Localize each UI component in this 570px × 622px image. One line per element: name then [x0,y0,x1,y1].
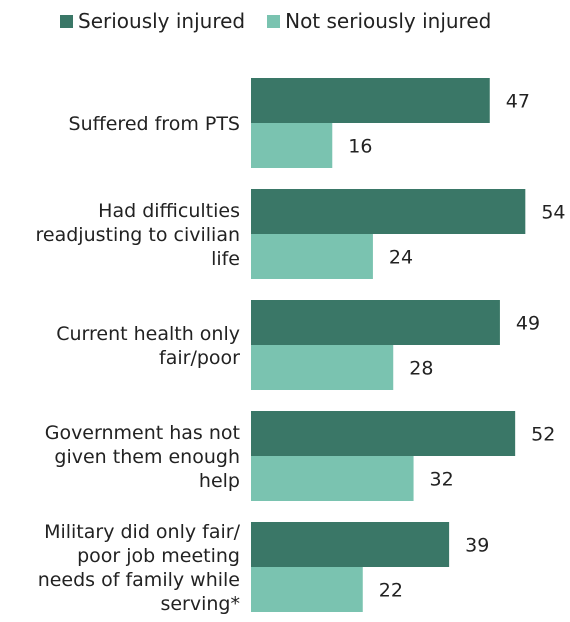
bar-not-seriously-injured-3 [251,456,414,501]
value-label-seriously-injured-4: 39 [465,535,489,557]
bar-seriously-injured-3 [251,411,516,456]
category-label-2: Current health only fair/poor [56,323,240,369]
bar-not-seriously-injured-0 [251,123,333,168]
value-label-not-seriously-injured-2: 28 [409,358,433,380]
value-label-seriously-injured-0: 47 [506,91,530,113]
category-label-0: Suffered from PTS [69,113,240,135]
value-label-seriously-injured-2: 49 [516,313,540,335]
category-label-1: Had difficulties readjusting to civilian l… [36,200,240,270]
value-label-not-seriously-injured-0: 16 [348,136,372,158]
legend-swatch-not-seriously-injured [267,14,281,28]
legend-item-seriously-injured: Seriously injured [60,9,245,33]
legend-label-not-seriously-injured: Not seriously injured [285,9,492,33]
legend-item-not-seriously-injured: Not seriously injured [267,9,491,33]
legend-swatch-seriously-injured [60,14,73,28]
value-label-seriously-injured-1: 54 [541,202,565,224]
value-label-not-seriously-injured-3: 32 [430,469,454,491]
value-label-seriously-injured-3: 52 [531,424,555,446]
bar-seriously-injured-2 [251,300,500,345]
category-label-3: Government has not given them enough help [45,422,240,492]
bar-not-seriously-injured-1 [251,234,373,279]
category-label-4: Military did only fair/poor job meeting n… [38,521,241,615]
value-label-not-seriously-injured-4: 22 [379,580,403,602]
bar-seriously-injured-0 [251,78,490,123]
bar-seriously-injured-4 [251,522,450,567]
bar-not-seriously-injured-4 [251,567,363,612]
value-label-not-seriously-injured-1: 24 [389,247,413,269]
bar-not-seriously-injured-2 [251,345,394,390]
legend-label-seriously-injured: Seriously injured [78,9,246,33]
legend: Seriously injured Not seriously injured [60,6,513,36]
bar-seriously-injured-1 [251,189,526,234]
